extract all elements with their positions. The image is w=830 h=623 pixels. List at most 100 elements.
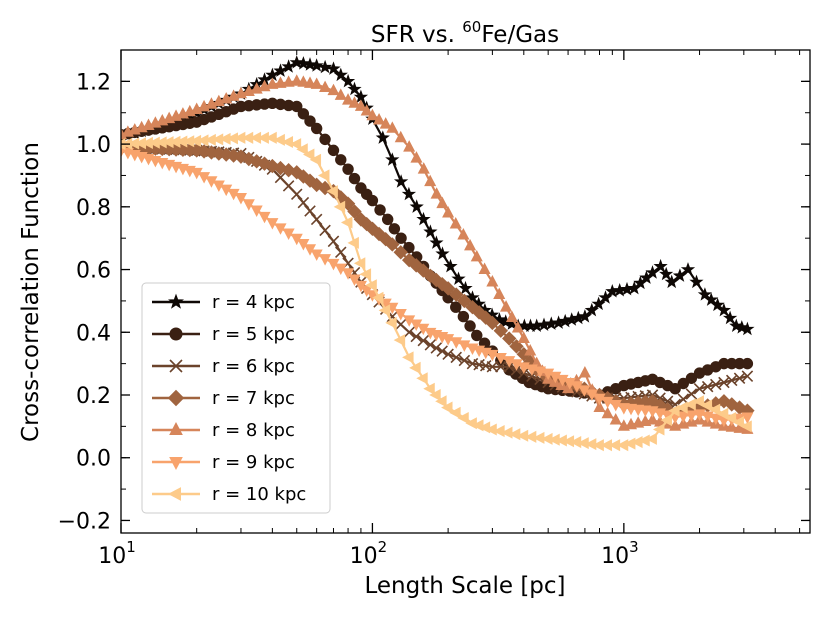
- x-tick-label: 101: [98, 538, 136, 569]
- data-point: [341, 216, 353, 229]
- plot-frame: [120, 49, 811, 534]
- data-point: [741, 412, 754, 425]
- data-point: [716, 407, 729, 420]
- data-point: [273, 133, 285, 146]
- legend-marker: [168, 487, 181, 501]
- data-point: [281, 135, 294, 149]
- data-point: [457, 411, 469, 425]
- data-point: [502, 331, 517, 346]
- data-point: [374, 204, 386, 216]
- legend: r = 4 kpc r = 5 kpc r = 6 kpc r = 7 kpc r = …: [141, 282, 331, 514]
- legend-marker: [168, 293, 184, 309]
- data-point: [511, 321, 524, 333]
- legend-box: [141, 282, 331, 514]
- x-tick-label: 102: [350, 538, 388, 569]
- data-point: [708, 403, 721, 416]
- data-point: [593, 400, 606, 412]
- chart-title: SFR vs. 60Fe/Gas: [371, 18, 559, 48]
- series-layer: [121, 55, 755, 452]
- data-point: [342, 93, 355, 105]
- data-point: [457, 310, 470, 323]
- data-point: [441, 401, 453, 414]
- data-point: [274, 76, 287, 88]
- data-point: [290, 188, 303, 201]
- data-point: [388, 223, 401, 235]
- data-point: [451, 271, 466, 286]
- data-point: [685, 372, 698, 384]
- series-10kpc: [121, 131, 752, 452]
- legend-entry: r = 9 kpc: [152, 452, 295, 473]
- data-point: [601, 406, 614, 419]
- data-point: [685, 410, 698, 422]
- data-point: [722, 310, 738, 325]
- data-point: [302, 148, 315, 161]
- data-point: [435, 395, 447, 408]
- data-point: [492, 312, 507, 326]
- data-point: [348, 96, 361, 108]
- y-tick-label: 0.2: [76, 384, 111, 409]
- data-point: [395, 232, 407, 244]
- data-point: [348, 172, 361, 185]
- x-axis-ticks: 101 102 103: [98, 50, 801, 569]
- x-axis-title: Length Scale [pc]: [364, 573, 565, 599]
- data-point: [317, 59, 333, 74]
- data-point: [385, 316, 397, 329]
- data-point: [430, 342, 443, 354]
- data-point: [601, 396, 614, 409]
- data-point: [725, 374, 738, 387]
- data-point: [319, 133, 331, 146]
- data-point: [335, 246, 347, 259]
- legend-marker: [169, 422, 183, 435]
- data-point: [457, 227, 470, 240]
- data-point: [410, 330, 422, 343]
- data-point: [265, 131, 277, 144]
- data-point: [403, 140, 416, 152]
- data-point: [303, 76, 317, 88]
- legend-entry: r = 4 kpc: [152, 292, 295, 313]
- data-point: [646, 413, 659, 425]
- data-point: [555, 378, 568, 390]
- data-point: [429, 235, 444, 249]
- data-point: [409, 199, 424, 213]
- data-point: [416, 211, 431, 226]
- data-point: [733, 372, 746, 385]
- data-point: [724, 411, 737, 425]
- data-point: [423, 224, 438, 238]
- data-point: [335, 154, 347, 166]
- data-point: [505, 310, 518, 323]
- y-tick-label: 0.4: [76, 321, 111, 346]
- data-point: [677, 411, 690, 423]
- data-point: [393, 334, 406, 347]
- y-tick-label: 0.6: [76, 259, 111, 284]
- data-point: [347, 204, 362, 219]
- data-point: [517, 331, 530, 343]
- data-point: [354, 99, 367, 111]
- data-point: [366, 108, 379, 121]
- series-markers: [121, 145, 754, 428]
- data-point: [365, 279, 377, 292]
- data-point: [375, 130, 390, 144]
- data-point: [273, 63, 288, 77]
- data-point: [417, 162, 430, 174]
- data-point: [689, 274, 704, 289]
- series-markers: [121, 131, 752, 452]
- legend-label: r = 5 kpc: [212, 324, 295, 345]
- data-point: [449, 217, 462, 229]
- data-point: [449, 406, 461, 419]
- data-point: [609, 400, 622, 412]
- data-point: [457, 293, 472, 309]
- data-point: [327, 144, 340, 157]
- data-point: [486, 275, 499, 287]
- data-point: [732, 416, 744, 429]
- data-point: [458, 354, 471, 367]
- data-point: [436, 196, 449, 209]
- data-point: [378, 304, 391, 317]
- data-point: [449, 287, 464, 302]
- data-point: [258, 211, 271, 224]
- data-point: [458, 280, 473, 295]
- data-point: [333, 67, 348, 82]
- data-point: [297, 196, 310, 209]
- data-point: [685, 388, 698, 400]
- data-point: [495, 361, 507, 373]
- data-point: [509, 339, 524, 354]
